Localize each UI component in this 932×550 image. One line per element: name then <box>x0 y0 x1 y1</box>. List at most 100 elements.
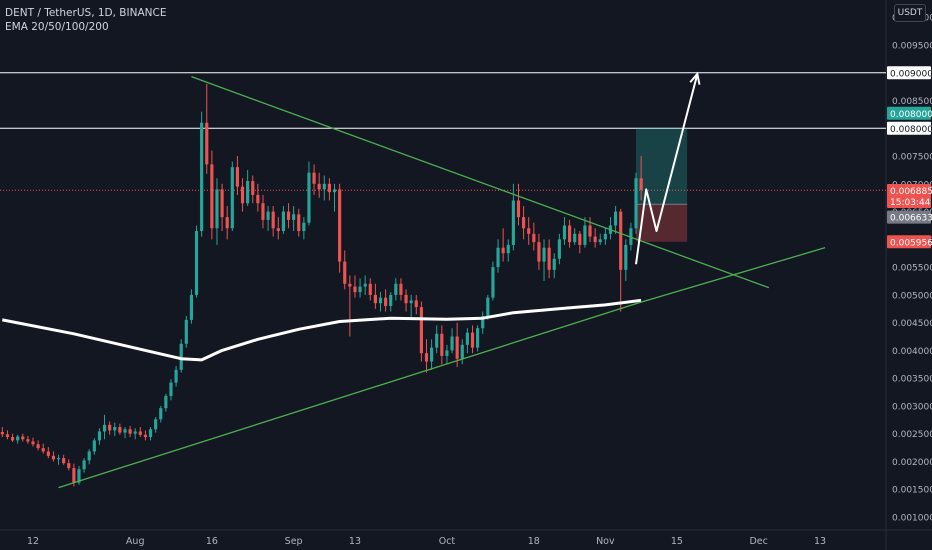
time-axis[interactable]: 12 Aug 16 Sep 13 Oct 18 Nov 15 Dec 13 <box>27 536 826 547</box>
candle-down <box>619 208 623 312</box>
candle-body <box>353 286 357 293</box>
x-tick-label: 15 <box>671 536 683 547</box>
projection-path[interactable] <box>635 73 699 265</box>
candle-down <box>235 156 239 195</box>
candle-body <box>240 186 245 204</box>
candle-up <box>194 225 199 298</box>
candle-down <box>51 451 56 462</box>
candle-body <box>281 211 285 232</box>
chart-legend: DENT / TetherUS, 1D, BINANCE EMA 20/50/1… <box>5 6 166 34</box>
candle-down <box>138 427 142 438</box>
candle-down <box>240 178 245 212</box>
candle-up <box>552 253 556 279</box>
candle-down <box>455 322 459 368</box>
x-tick-label: 18 <box>528 536 540 547</box>
symbol-title[interactable]: DENT / TetherUS, 1D, BINANCE <box>5 7 167 19</box>
arrow-head-icon <box>689 71 701 85</box>
candle-down <box>317 172 321 198</box>
candle-body <box>338 189 342 262</box>
level-lower-price-label-bg <box>887 121 931 135</box>
candle-up <box>573 228 577 245</box>
candle-down <box>639 156 643 201</box>
candle-body <box>194 231 199 295</box>
candle-down <box>220 183 224 232</box>
candle-up <box>358 278 362 298</box>
candle-down <box>46 447 50 459</box>
candle-body <box>435 333 439 348</box>
candle-down <box>343 250 347 290</box>
candle-up <box>307 161 311 226</box>
candle-body <box>220 189 224 218</box>
position-profit-zone[interactable] <box>636 128 688 205</box>
candle-body <box>552 258 556 270</box>
currency-button[interactable]: USDT <box>894 4 926 22</box>
candle-up <box>557 233 561 265</box>
countdown-text: 15:03:44 <box>890 198 931 208</box>
candle-body <box>527 228 531 234</box>
x-tick-label: Oct <box>439 536 456 547</box>
candle-up <box>123 427 127 439</box>
candle-up <box>200 111 204 237</box>
level-upper-price-label-bg <box>887 66 931 80</box>
candle-up <box>435 325 439 354</box>
candle-body <box>614 211 618 226</box>
candle-body <box>164 395 168 409</box>
candle-body <box>583 225 587 245</box>
candle-up <box>92 438 96 455</box>
trendlines[interactable] <box>58 76 826 489</box>
candle-body <box>128 429 132 434</box>
candle-body <box>102 424 107 432</box>
candle-up <box>583 217 587 248</box>
candle-body <box>450 336 454 351</box>
indicator-title[interactable]: EMA 20/50/100/200 <box>5 21 109 33</box>
candle-down <box>470 325 475 354</box>
candle-up <box>491 261 495 301</box>
candle-body <box>363 283 367 287</box>
candle-body <box>154 419 158 430</box>
candle-body <box>138 431 142 435</box>
candle-body <box>419 307 423 354</box>
ema-200-line[interactable] <box>2 298 642 362</box>
candle-down <box>41 443 45 454</box>
candle-up <box>97 428 102 445</box>
candle-up <box>598 233 602 245</box>
candle-body <box>593 236 597 243</box>
candle-body <box>414 300 418 308</box>
candle-down <box>414 294 418 315</box>
candle-body <box>62 458 66 464</box>
x-tick-label: Dec <box>749 536 767 547</box>
trendline[interactable] <box>58 301 642 489</box>
candle-body <box>297 214 301 232</box>
candle-down <box>588 217 592 243</box>
candle-up <box>332 183 337 212</box>
candle-body <box>568 225 572 243</box>
candle-up <box>302 217 306 240</box>
candle-body <box>266 211 270 220</box>
candles <box>0 83 643 487</box>
candle-body <box>261 203 265 220</box>
candle-body <box>542 247 546 262</box>
trendline[interactable] <box>191 76 770 289</box>
candle-up <box>430 339 434 370</box>
candle-body <box>205 122 209 165</box>
candle-down <box>225 206 229 240</box>
last-price-label-bg <box>887 183 931 208</box>
candle-down <box>516 183 521 226</box>
candle-body <box>56 458 61 460</box>
candle-down <box>440 325 444 365</box>
candle-body <box>256 194 260 204</box>
candle-up <box>445 344 449 365</box>
candle-body <box>0 432 4 435</box>
candle-down <box>271 206 275 237</box>
candle-up <box>179 339 183 373</box>
candle-down <box>568 219 572 248</box>
y-tick-label: 0.002000 <box>892 458 932 468</box>
candle-up <box>614 206 618 234</box>
candle-up <box>154 417 158 433</box>
candle-body <box>409 300 413 304</box>
candle-up <box>378 292 383 312</box>
candle-body <box>246 181 250 204</box>
y-tick-label: 0.001000 <box>892 514 932 524</box>
projection-arrow[interactable] <box>635 71 701 265</box>
